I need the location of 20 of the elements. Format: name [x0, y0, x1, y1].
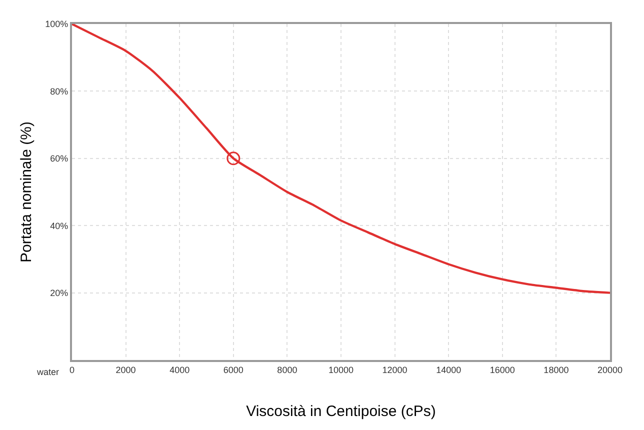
x-tick-label: 2000: [116, 364, 136, 375]
y-tick-label: 60%: [50, 154, 68, 164]
y-tick-label: 20%: [50, 288, 68, 298]
x-axis-title: Viscosità in Centipoise (cPs): [246, 403, 436, 420]
x-tick-label: 6000: [223, 364, 244, 375]
y-tick-label: 100%: [45, 19, 68, 30]
x-tick-label: 8000: [277, 364, 298, 375]
text: water: [36, 367, 60, 377]
y-tick-label: 40%: [50, 220, 68, 231]
x-tick-label: 20000: [597, 364, 623, 375]
line-series: [72, 24, 610, 294]
x-tick-label: 16000: [490, 364, 515, 375]
y-tick-label: 80%: [50, 86, 68, 96]
x-tick-label: 18000: [544, 364, 569, 375]
x-tick-label: 4000: [170, 364, 190, 375]
x-tick-label: 0: [69, 364, 75, 375]
x-tick-label: 10000: [328, 364, 354, 375]
x-tick-label: 12000: [382, 364, 408, 375]
y-axis-title: Portata nominale (%): [18, 122, 35, 262]
x-tick-label: 14000: [436, 364, 462, 375]
